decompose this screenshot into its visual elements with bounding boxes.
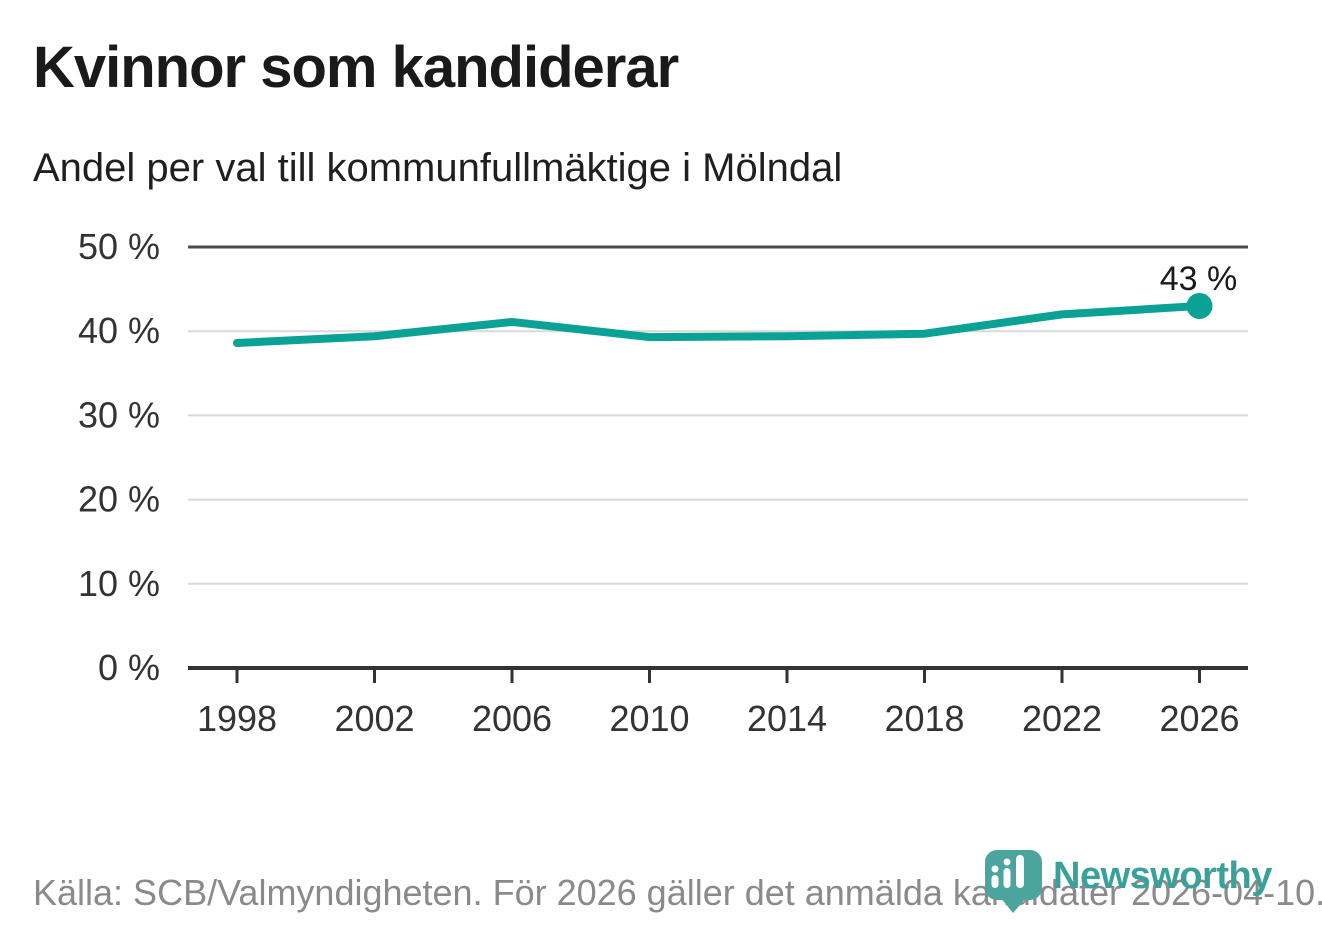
- end-point-marker: [1186, 292, 1213, 319]
- y-tick-label: 40 %: [78, 310, 160, 351]
- page-title: Kvinnor som kandiderar: [33, 35, 679, 100]
- y-tick-label: 30 %: [78, 394, 160, 435]
- y-tick-label: 50 %: [78, 226, 160, 267]
- x-tick-label: 1998: [197, 698, 277, 739]
- end-point-label: 43 %: [1160, 260, 1238, 298]
- x-tick-label: 2022: [1022, 698, 1102, 739]
- x-tick-label: 2010: [609, 698, 689, 739]
- y-tick-label: 20 %: [78, 479, 160, 520]
- newsworthy-logo: Newsworthy: [983, 845, 1303, 920]
- chart-subtitle: Andel per val till kommunfullmäktige i M…: [33, 146, 843, 190]
- y-tick-label: 10 %: [78, 563, 160, 604]
- newsworthy-logo-icon: [985, 850, 1042, 913]
- x-tick-label: 2002: [334, 698, 414, 739]
- data-line: [233, 301, 1204, 347]
- x-tick-label: 2026: [1159, 698, 1239, 739]
- y-tick-label: 0 %: [98, 647, 160, 688]
- source-note: Källa: SCB/Valmyndigheten. För 2026 gäll…: [33, 872, 1322, 913]
- x-tick-label: 2006: [472, 698, 552, 739]
- newsworthy-wordmark: Newsworthy: [1053, 855, 1272, 897]
- x-tick-label: 2018: [884, 698, 964, 739]
- x-tick-label: 2014: [747, 698, 827, 739]
